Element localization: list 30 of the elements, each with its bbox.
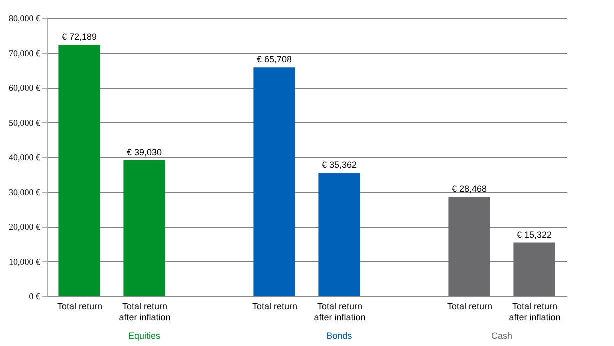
bar: [448, 197, 490, 296]
y-tick-label: 60,000 €: [9, 83, 41, 93]
bar: [318, 173, 360, 296]
y-tick-label: 80,000 €: [9, 14, 41, 24]
x-tick-label: Total return after inflation: [119, 302, 171, 322]
y-tick-label: 40,000 €: [9, 152, 41, 162]
bar: [254, 68, 296, 296]
data-label: € 28,468: [452, 184, 488, 194]
x-tick-label: Total return after inflation: [509, 302, 561, 322]
x-tick-label: Total return: [252, 302, 298, 312]
y-tick-label: 70,000 €: [9, 48, 41, 58]
y-tick-label: 0 €: [29, 292, 41, 302]
y-tick-label: 20,000 €: [9, 222, 41, 232]
data-label: € 35,362: [322, 160, 358, 170]
data-label: € 65,708: [256, 54, 292, 65]
data-label: € 72,189: [62, 32, 98, 42]
data-label: € 39,030: [126, 147, 162, 158]
text: Bonds: [326, 331, 353, 341]
text: Cash: [491, 331, 513, 341]
x-tick-label: Total return after inflation: [314, 302, 366, 322]
y-tick-label: 50,000 €: [9, 118, 41, 128]
y-tick-label: 10,000 €: [9, 256, 41, 267]
data-label: € 15,322: [516, 230, 552, 240]
y-tick-label: 30,000 €: [9, 187, 41, 198]
x-tick-label: Total return: [57, 302, 103, 312]
x-tick-label: Total return: [447, 302, 493, 312]
bar: [514, 242, 556, 296]
text: Equities: [128, 331, 162, 341]
bar: [124, 160, 166, 296]
bar: [58, 45, 100, 296]
